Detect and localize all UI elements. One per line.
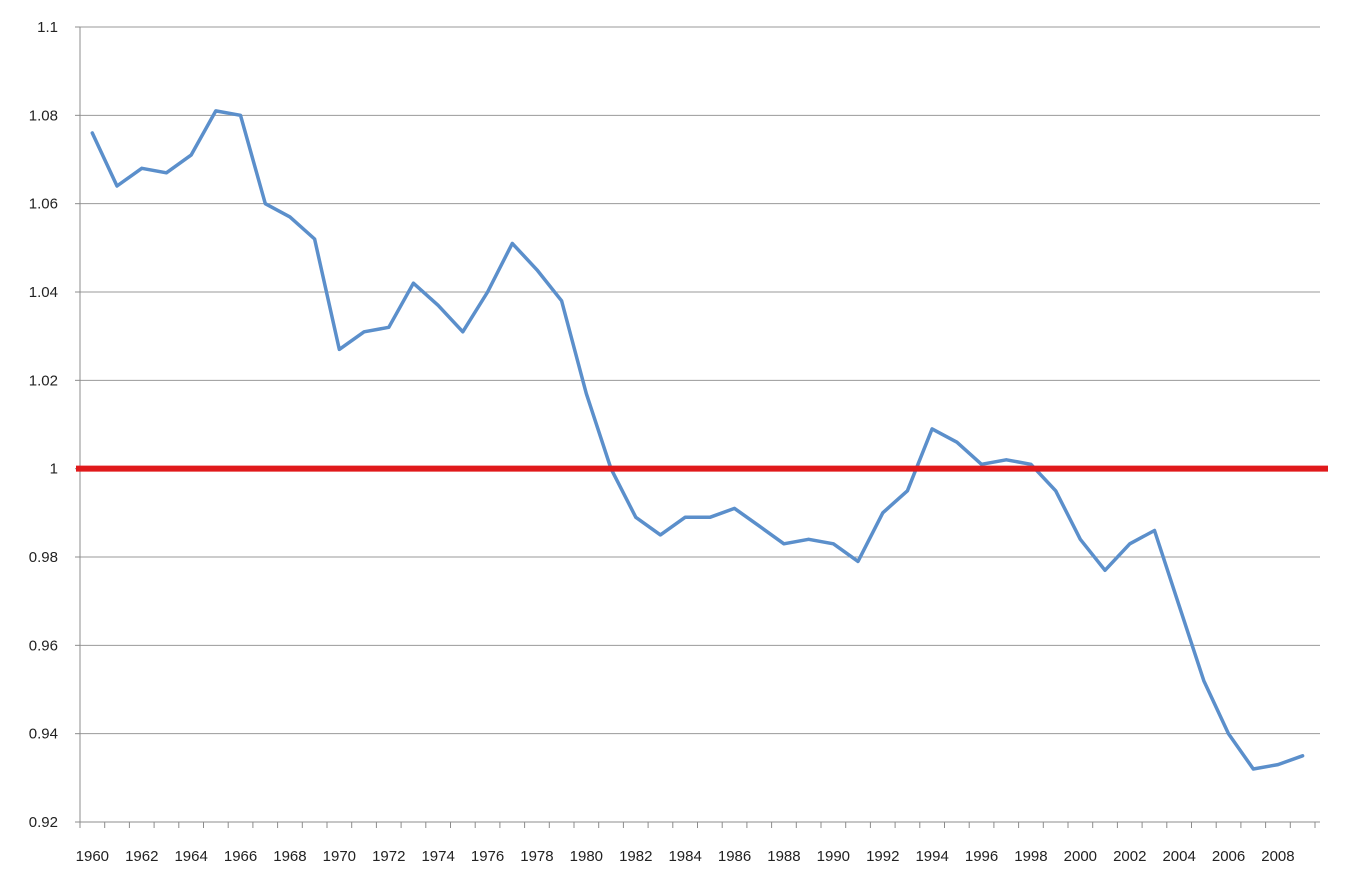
y-tick-label: 0.96: [29, 637, 58, 654]
x-tick-label: 1968: [273, 848, 306, 865]
axes: [75, 26, 1320, 828]
x-tick-label: 1960: [76, 848, 109, 865]
gridlines: [80, 26, 1320, 735]
y-tick-label: 1.04: [29, 284, 58, 301]
x-tick-label: 1998: [1014, 848, 1047, 865]
x-tick-label: 2008: [1261, 848, 1294, 865]
y-axis-tick-labels: 0.92 0.94 0.96 0.98 1 1.02 1.04 1.06 1.08 1.1: [29, 19, 58, 831]
y-tick-label: 1.06: [29, 196, 58, 213]
y-tick-label: 1.1: [37, 19, 58, 36]
x-tick-label: 1978: [520, 848, 553, 865]
x-tick-label: 1986: [718, 848, 751, 865]
x-tick-label: 1964: [174, 848, 207, 865]
series-lines: [90, 109, 1305, 771]
y-tick-label: 1: [50, 461, 58, 478]
x-tick-label: 1976: [471, 848, 504, 865]
x-tick-label: 1994: [915, 848, 948, 865]
x-tick-label: 2002: [1113, 848, 1146, 865]
x-axis-tick-labels: 1960 1962 1964 1966 1968 1970 1972 1974 1976 1978…: [76, 848, 1295, 865]
x-tick-label: 2000: [1064, 848, 1097, 865]
x-tick-label: 1992: [866, 848, 899, 865]
series-line: [90, 109, 1305, 771]
x-tick-label: 2004: [1162, 848, 1195, 865]
x-tick-label: 1984: [668, 848, 701, 865]
x-tick-label: 1990: [817, 848, 850, 865]
x-tick-label: 1982: [619, 848, 652, 865]
y-tick-label: 1.02: [29, 372, 58, 389]
y-tick-label: 0.92: [29, 814, 58, 831]
x-tick-label: 1972: [372, 848, 405, 865]
y-tick-label: 0.98: [29, 549, 58, 566]
y-tick-label: 0.94: [29, 726, 58, 743]
x-tick-label: 1962: [125, 848, 158, 865]
x-tick-label: 1980: [570, 848, 603, 865]
x-tick-label: 1966: [224, 848, 257, 865]
x-tick-label: 1988: [767, 848, 800, 865]
x-tick-label: 1996: [965, 848, 998, 865]
x-tick-label: 1970: [323, 848, 356, 865]
y-tick-label: 1.08: [29, 107, 58, 124]
x-tick-label: 2006: [1212, 848, 1245, 865]
x-tick-label: 1974: [421, 848, 454, 865]
